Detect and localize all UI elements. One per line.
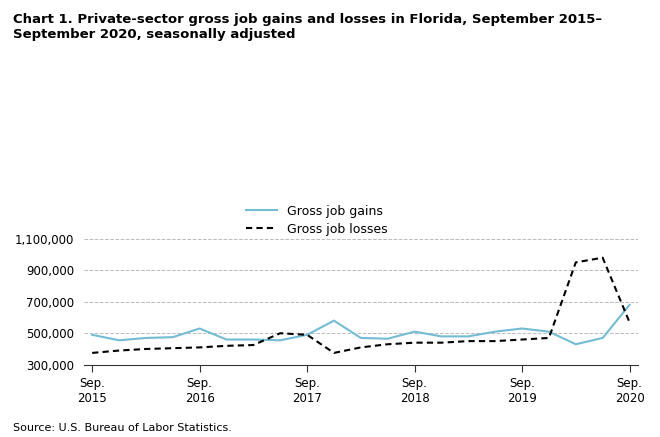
- Gross job gains: [411, 329, 418, 334]
- Gross job losses: [169, 346, 177, 351]
- Line: Gross job losses: Gross job losses: [92, 258, 630, 353]
- Gross job gains: [491, 329, 499, 334]
- Gross job gains: [330, 318, 338, 323]
- Gross job gains: [303, 332, 311, 337]
- Gross job losses: [626, 319, 634, 325]
- Gross job losses: [88, 350, 96, 356]
- Gross job gains: [465, 334, 473, 339]
- Gross job gains: [277, 338, 284, 343]
- Gross job losses: [438, 340, 446, 345]
- Gross job losses: [115, 348, 123, 353]
- Gross job gains: [115, 338, 123, 343]
- Gross job losses: [330, 350, 338, 356]
- Gross job losses: [222, 343, 230, 348]
- Gross job losses: [277, 331, 284, 336]
- Gross job gains: [438, 334, 446, 339]
- Gross job gains: [599, 335, 607, 340]
- Gross job losses: [599, 255, 607, 260]
- Line: Gross job gains: Gross job gains: [92, 305, 630, 344]
- Gross job gains: [88, 332, 96, 337]
- Gross job gains: [545, 329, 553, 334]
- Gross job gains: [626, 302, 634, 308]
- Gross job losses: [303, 332, 311, 337]
- Gross job gains: [518, 326, 526, 331]
- Gross job gains: [572, 342, 579, 347]
- Gross job losses: [411, 340, 418, 345]
- Gross job losses: [518, 337, 526, 342]
- Gross job gains: [249, 337, 257, 342]
- Gross job losses: [357, 345, 365, 350]
- Gross job losses: [195, 345, 203, 350]
- Gross job gains: [357, 335, 365, 340]
- Gross job gains: [195, 326, 203, 331]
- Gross job losses: [465, 339, 473, 344]
- Gross job losses: [545, 335, 553, 340]
- Gross job losses: [249, 343, 257, 348]
- Gross job gains: [169, 335, 177, 340]
- Gross job losses: [491, 339, 499, 344]
- Gross job losses: [572, 260, 579, 265]
- Gross job gains: [383, 336, 391, 341]
- Gross job gains: [222, 337, 230, 342]
- Text: Chart 1. Private-sector gross job gains and losses in Florida, September 2015–
S: Chart 1. Private-sector gross job gains …: [13, 13, 603, 41]
- Text: Source: U.S. Bureau of Labor Statistics.: Source: U.S. Bureau of Labor Statistics.: [13, 423, 232, 433]
- Legend: Gross job gains, Gross job losses: Gross job gains, Gross job losses: [246, 205, 387, 236]
- Gross job gains: [142, 335, 150, 340]
- Gross job losses: [142, 347, 150, 352]
- Gross job losses: [383, 342, 391, 347]
